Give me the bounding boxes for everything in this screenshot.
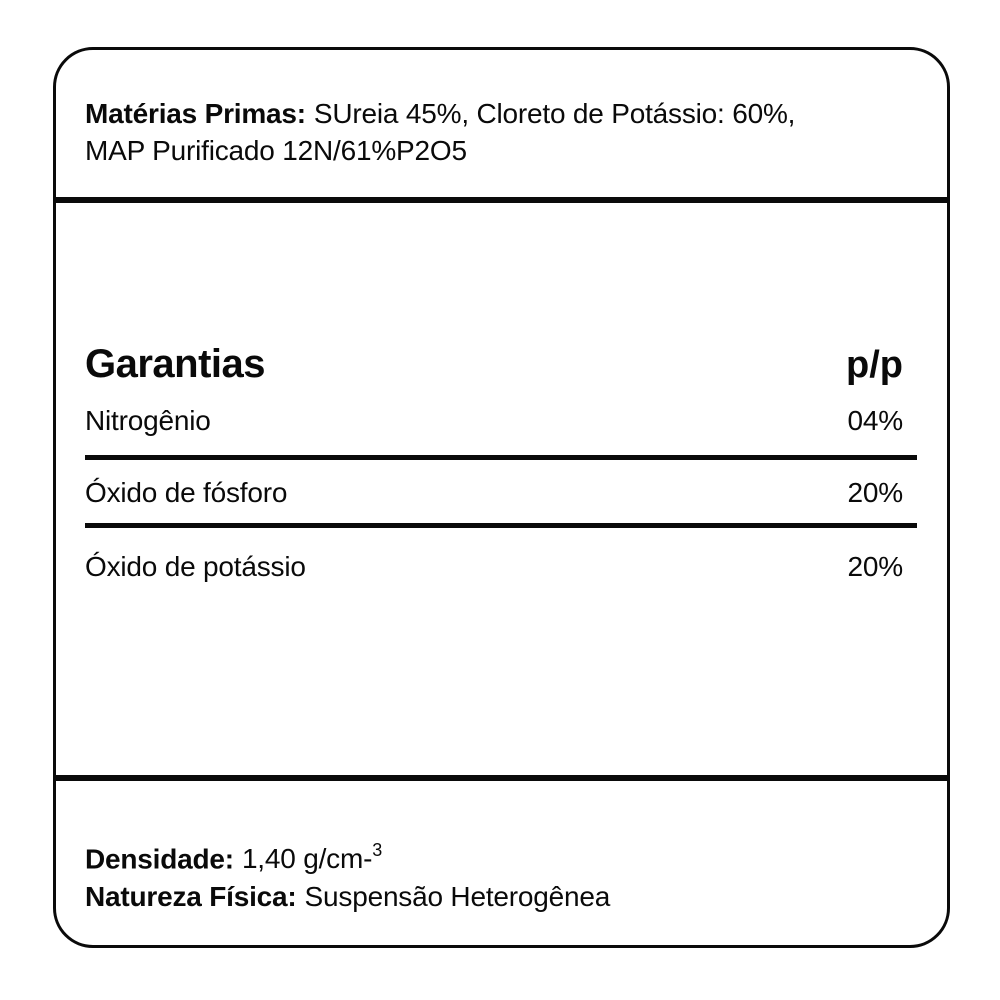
guarantee-row-phosphorus-oxide: Óxido de fósforo 20%	[85, 477, 903, 509]
density-superscript: 3	[372, 840, 383, 860]
row-divider-1	[85, 455, 917, 460]
guarantee-name: Óxido de potássio	[85, 551, 306, 582]
raw-materials-line1: Matérias Primas: SUreia 45%, Cloreto de P…	[85, 95, 917, 132]
guarantees-title: Garantias	[85, 342, 266, 386]
density-value: 1,40 g/cm-	[241, 843, 373, 875]
guarantee-row-potassium-oxide: Óxido de potássio 20%	[85, 551, 903, 583]
raw-materials-text: SUreia 45%, Cloreto de Potássio: 60%,	[313, 98, 796, 129]
section-divider-top	[56, 197, 947, 203]
guarantee-row-nitrogen: Nitrogênio 04%	[85, 405, 903, 437]
guarantees-header: Garantias p/p	[85, 342, 903, 387]
raw-materials-heading: Matérias Primas:	[85, 98, 306, 129]
section-divider-bottom	[56, 775, 947, 781]
guarantee-value: 20%	[847, 551, 904, 582]
physical-nature-value: Suspensão Heterogênea	[304, 881, 611, 913]
guarantee-value: 20%	[847, 477, 904, 508]
guarantee-name: Óxido de fósforo	[85, 477, 288, 508]
physical-nature-line: Natureza Física: Suspensão Heterogênea	[85, 878, 917, 916]
raw-materials-line2: MAP Purificado 12N/61%P2O5	[85, 135, 467, 166]
raw-materials-section: Matérias Primas: SUreia 45%, Cloreto de P…	[85, 95, 917, 169]
guarantee-name: Nitrogênio	[85, 405, 211, 436]
footer-section: Densidade: 1,40 g/cm-3 Natureza Física: Su…	[85, 833, 917, 916]
density-line: Densidade: 1,40 g/cm-3	[85, 833, 917, 878]
fertilizer-label-card: Matérias Primas: SUreia 45%, Cloreto de P…	[53, 47, 950, 948]
guarantee-value: 04%	[847, 405, 904, 436]
density-label: Densidade:	[85, 843, 234, 875]
guarantees-unit-header: p/p	[846, 344, 903, 386]
physical-nature-label: Natureza Física:	[85, 881, 297, 913]
row-divider-2	[85, 523, 917, 528]
